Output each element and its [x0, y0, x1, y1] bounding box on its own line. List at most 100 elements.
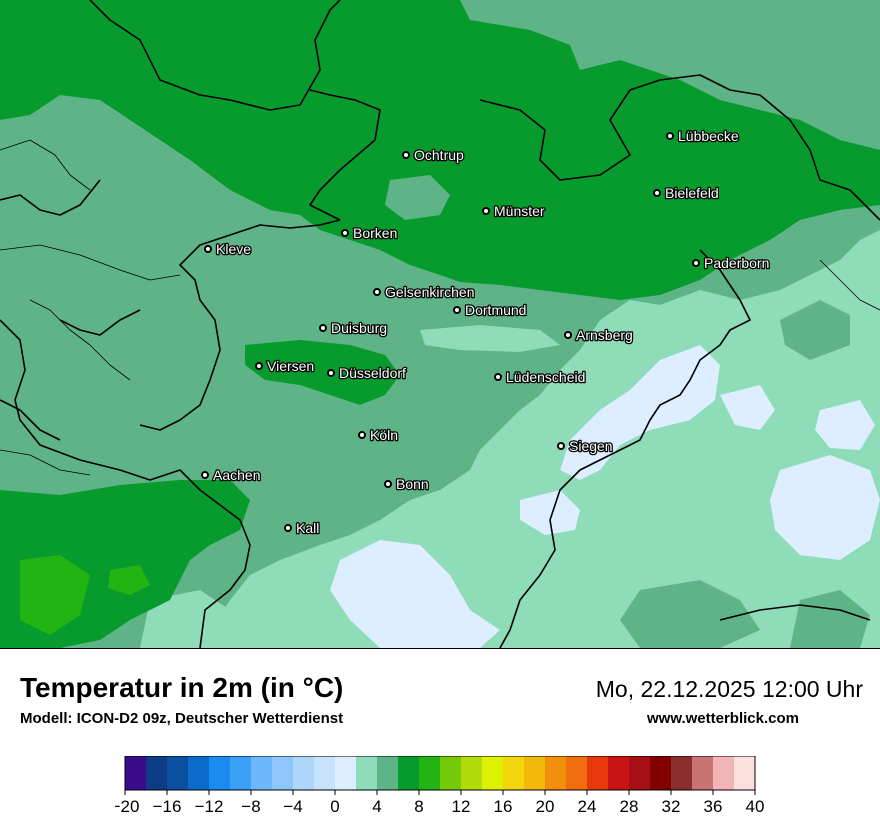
temperature-map: Lübbecke Ochtrup Bielefeld Münster Borken Kle… [0, 0, 880, 649]
city-dot [201, 471, 209, 479]
map-title: Temperatur in 2m (in °C) [20, 672, 344, 703]
city-dot [666, 132, 674, 140]
legend-swatch [146, 756, 168, 790]
legend-border [124, 755, 756, 791]
city-dot [402, 151, 410, 159]
legend-tick-label: 32 [662, 797, 681, 816]
city-dot [284, 524, 292, 532]
legend-swatch [461, 756, 483, 790]
city-dot [384, 480, 392, 488]
legend-swatch [377, 756, 399, 790]
city-dot [255, 362, 263, 370]
legend-swatch [734, 756, 756, 790]
legend-swatch [188, 756, 210, 790]
cool-patch-ochtrup [385, 175, 450, 220]
city-label: Viersen [267, 358, 314, 374]
forecast-datetime: Mo, 22.12.2025 12:00 Uhr [595, 676, 863, 702]
warm-zone-duesseldorf [245, 340, 400, 405]
city-label: Bielefeld [665, 185, 719, 201]
color-legend: −20 −16 −12 −8 −4 0 4 8 12 16 20 24 28 32 36 40 [111, 755, 770, 822]
legend-swatch [650, 756, 672, 790]
city-gelsenkirchen: Gelsenkirchen [373, 283, 476, 301]
mild-zone-southwest [140, 590, 230, 648]
city-ochtrup: Ochtrup [402, 146, 465, 164]
mild-zone-southeast [200, 230, 880, 648]
legend-swatch [566, 756, 588, 790]
model-subtitle: Modell: ICON-D2 09z, Deutscher Wetterdie… [20, 710, 344, 727]
cold-pocket-south [330, 540, 500, 648]
mild-band-dortmund [420, 325, 560, 352]
legend-swatch [524, 756, 546, 790]
website-link[interactable]: www.wetterblick.com [647, 710, 799, 727]
legend-swatch [419, 756, 441, 790]
city-dot [494, 373, 502, 381]
legend-tick-label: 28 [620, 797, 639, 816]
city-label: Paderborn [704, 255, 769, 271]
legend-tick-label: −4 [283, 797, 302, 816]
legend-swatch [251, 756, 273, 790]
legend-swatch [440, 756, 462, 790]
cold-pocket-farEast [720, 385, 775, 430]
legend-swatch [629, 756, 651, 790]
city-label: Düsseldorf [339, 365, 406, 381]
legend-swatch [356, 756, 378, 790]
legend-swatch [692, 756, 714, 790]
cool-pocket-south2 [790, 590, 870, 648]
city-label: Kleve [216, 241, 251, 257]
city-dot [327, 369, 335, 377]
city-dot [453, 306, 461, 314]
city-arnsberg: Arnsberg [564, 326, 634, 344]
legend-tick-label: 12 [452, 797, 471, 816]
city-dot [653, 189, 661, 197]
city-dot [564, 331, 572, 339]
city-label: Münster [494, 203, 545, 219]
city-dot [204, 245, 212, 253]
city-label: Arnsberg [576, 327, 633, 343]
city-label: Kall [296, 520, 319, 536]
legend-tick-label: −16 [153, 797, 182, 816]
legend-swatch [671, 756, 693, 790]
legend-swatch [335, 756, 357, 790]
cold-pocket-east2 [815, 400, 875, 450]
legend-tick-label: 40 [746, 797, 765, 816]
cold-pocket-siegen [520, 490, 580, 535]
city-dot [373, 288, 381, 296]
city-kall: Kall [284, 519, 321, 537]
city-lüdenscheid: Lüdenscheid [494, 368, 587, 386]
city-borken: Borken [341, 224, 399, 242]
city-münster: Münster [482, 202, 546, 220]
legend-swatch [587, 756, 609, 790]
legend-swatch [608, 756, 630, 790]
legend-swatch [713, 756, 735, 790]
legend-tick-label: 24 [578, 797, 597, 816]
legend-swatch [209, 756, 231, 790]
cool-patch-north [470, 0, 880, 95]
city-label: Dortmund [465, 302, 526, 318]
legend-colorbar: −20 −16 −12 −8 −4 0 4 8 12 16 20 24 28 32 36 40 [111, 755, 765, 816]
city-label: Gelsenkirchen [385, 284, 475, 300]
city-lübbecke: Lübbecke [666, 127, 740, 145]
legend-tick-label: 4 [372, 797, 381, 816]
cold-pocket-east [560, 345, 720, 480]
city-dot [692, 259, 700, 267]
city-label: Bonn [396, 476, 429, 492]
city-siegen: Siegen [557, 437, 614, 455]
city-label: Borken [353, 225, 397, 241]
footer-panel [0, 649, 880, 830]
city-duisburg: Duisburg [319, 319, 388, 337]
city-dot [341, 229, 349, 237]
legend-swatch [398, 756, 420, 790]
legend-swatch [167, 756, 189, 790]
legend-swatch [125, 756, 147, 790]
city-dot [358, 431, 366, 439]
legend-tick-label: 20 [536, 797, 555, 816]
city-dot [319, 324, 327, 332]
city-bonn: Bonn [384, 475, 430, 493]
cold-pocket-southeast [770, 455, 880, 560]
city-aachen: Aachen [201, 466, 262, 484]
district-borders [0, 139, 880, 476]
legend-tick-label: 36 [704, 797, 723, 816]
city-viersen: Viersen [255, 357, 316, 375]
city-dortmund: Dortmund [453, 301, 528, 319]
city-label: Köln [370, 427, 398, 443]
